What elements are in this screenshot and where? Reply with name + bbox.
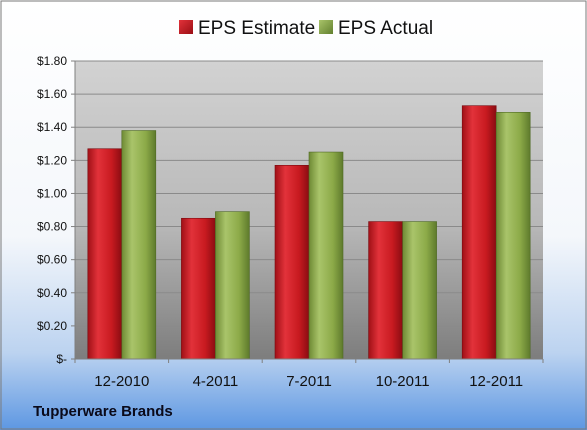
bars [87,105,531,360]
y-tick-label: $1.80 [37,54,67,68]
x-axis-categories: 12-2010 4-2011 7-2011 10-2011 12-2011 [74,359,544,390]
bar-eps-estimate [87,148,123,360]
bar-eps-actual [215,211,250,360]
y-tick-label: $0.20 [37,319,67,333]
bar-eps-actual [121,130,157,360]
x-category-label: 7-2011 [286,373,332,390]
legend: EPS Estimate EPS Actual [179,18,433,39]
y-tick-label: $0.80 [37,220,67,234]
y-tick-label: $1.60 [37,87,67,101]
x-category-label: 4-2011 [193,373,239,390]
y-tick-label: $0.40 [37,286,67,300]
y-tick-label: $0.60 [37,253,67,267]
company-caption: Tupperware Brands [33,403,173,420]
y-tick-label: $1.40 [37,120,67,134]
y-axis-ticks: $- $0.20 $0.40 $0.60 $0.80 $1.00 $1.20 $1.40 $1.… [37,54,75,366]
legend-swatch-estimate [179,20,193,34]
bar-eps-actual [308,151,344,360]
bar-eps-actual [495,112,531,360]
bar-eps-estimate [274,165,310,360]
legend-label-actual: EPS Actual [338,18,433,39]
x-category-label: 10-2011 [376,373,430,390]
legend-swatch-actual [319,20,333,34]
y-tick-label: $- [56,352,67,366]
legend-label-estimate: EPS Estimate [198,18,315,39]
bar-eps-estimate [368,221,403,360]
x-category-label: 12-2010 [94,373,149,390]
y-tick-label: $1.20 [37,153,67,167]
bar-eps-estimate [181,217,216,360]
bar-eps-actual [402,221,437,360]
x-category-label: 12-2011 [469,373,523,390]
bar-eps-estimate [461,105,497,360]
y-tick-label: $1.00 [37,186,67,200]
